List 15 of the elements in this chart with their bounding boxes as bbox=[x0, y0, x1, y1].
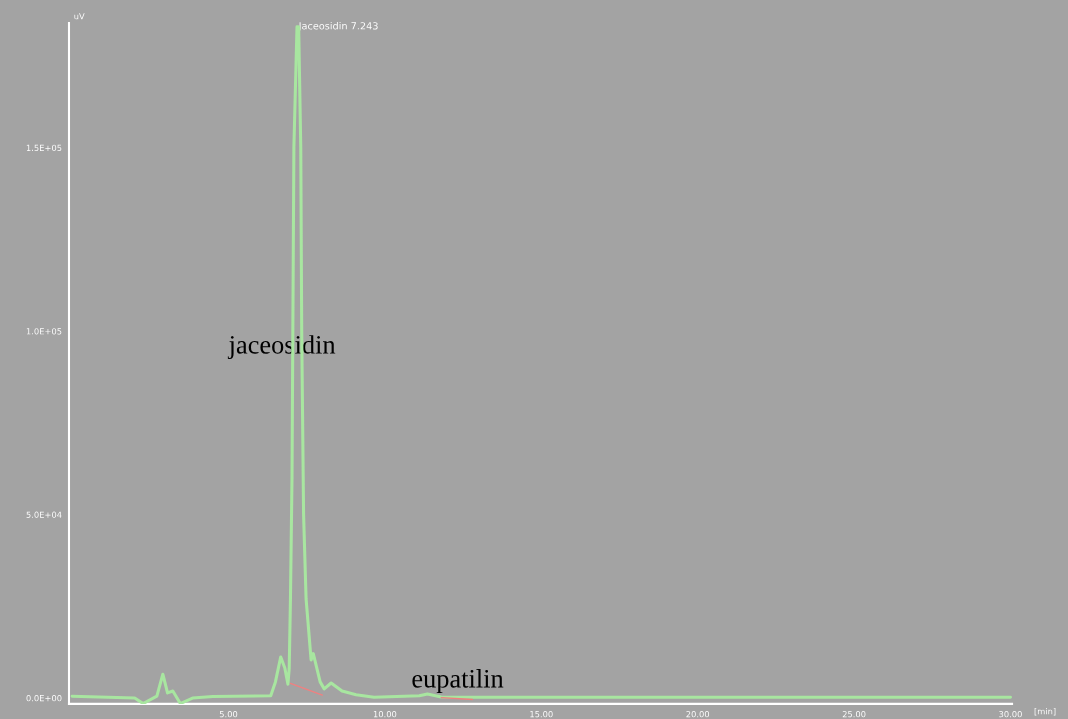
x-tick-label: 20.00 bbox=[686, 710, 710, 718]
annotation: jaceosidin bbox=[227, 335, 336, 360]
annotation: Jaceosidin 7.243 bbox=[298, 21, 378, 32]
x-tick-label: 25.00 bbox=[842, 710, 866, 718]
y-tick-label: 0.0E+00 bbox=[26, 695, 62, 702]
y-tick-label: 5.0E+04 bbox=[26, 511, 62, 518]
x-axis-title: [min] bbox=[1034, 707, 1056, 716]
y-tick-label: 1.5E+05 bbox=[26, 144, 62, 152]
annotation: eupatilin bbox=[412, 669, 504, 694]
y-axis-title: uV bbox=[74, 13, 85, 20]
x-tick-label: 15.00 bbox=[530, 710, 553, 718]
x-tick-label: 30.00 bbox=[999, 710, 1022, 718]
x-tick-label: 5.00 bbox=[219, 710, 238, 718]
y-tick-label: 1.0E+05 bbox=[26, 328, 62, 335]
x-tick-label: 10.00 bbox=[373, 710, 397, 718]
